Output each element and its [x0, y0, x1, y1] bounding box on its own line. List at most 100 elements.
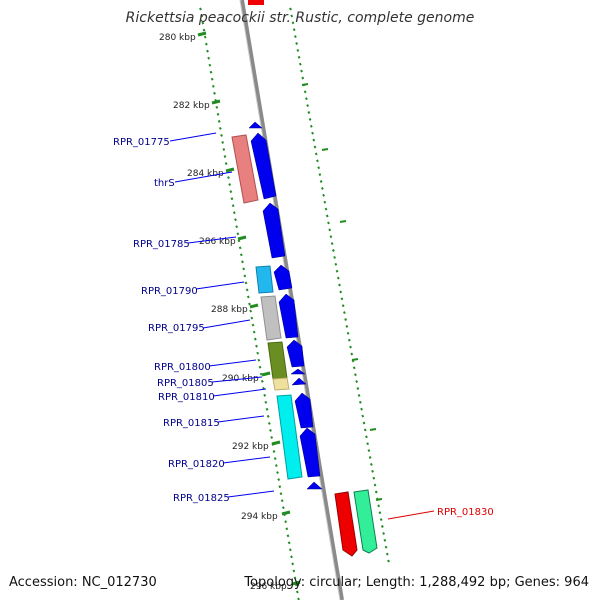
track-dot: [297, 55, 301, 59]
track-dot: [318, 173, 322, 177]
track-dot: [239, 253, 243, 257]
track-dot: [227, 176, 230, 180]
track-dot: [363, 428, 367, 432]
gene-label: thrS: [154, 178, 175, 189]
track-dot: [248, 302, 251, 306]
track-dot: [224, 162, 228, 165]
track-dot: [357, 393, 361, 397]
tick-mark: [281, 510, 291, 516]
track-dot: [292, 28, 296, 32]
track-dot: [274, 464, 278, 467]
track-dot: [273, 457, 277, 460]
track-dot: [236, 232, 240, 236]
tick-mark: [271, 440, 281, 446]
track-dot: [339, 290, 343, 294]
feature-rpr-01805: [272, 377, 290, 391]
track-dot: [287, 541, 291, 545]
track-dot: [251, 323, 255, 327]
forward-features: [248, 121, 323, 490]
track-dot: [329, 235, 333, 239]
track-dot: [222, 148, 226, 151]
track-dot: [341, 304, 345, 308]
tick-label: 282 kbp: [173, 101, 210, 111]
track-dot: [333, 255, 336, 259]
track-dot: [201, 21, 205, 25]
tick-label: 286 kbp: [199, 237, 236, 247]
track-dot: [306, 104, 310, 108]
track-dot: [319, 180, 323, 183]
track-dot: [270, 436, 274, 439]
track-dot: [316, 159, 319, 163]
gene-label: RPR_01815: [163, 418, 220, 429]
track-dot: [253, 337, 257, 341]
track-dot: [213, 91, 216, 95]
track-dot: [269, 428, 272, 432]
tick-label: 294 kbp: [241, 512, 278, 522]
track-dot: [258, 365, 262, 369]
tick-label: 284 kbp: [187, 169, 224, 179]
track-dot: [361, 414, 365, 418]
track-dot: [267, 421, 271, 425]
track-dot: [265, 407, 269, 411]
track-dot: [290, 14, 294, 18]
track-dot: [340, 297, 344, 301]
track-dot: [314, 152, 318, 156]
track-dot: [280, 499, 284, 503]
tick-mark: [211, 99, 221, 105]
track-dot: [259, 372, 263, 376]
track-dot: [360, 407, 363, 411]
cds-arrow: [248, 121, 263, 129]
track-dot: [294, 35, 297, 39]
track-dot: [369, 462, 373, 466]
cds-arrow: [291, 377, 307, 386]
track-dot: [338, 283, 341, 287]
track-dot: [216, 112, 220, 116]
cds-arrow: [286, 339, 305, 368]
track-dot: [209, 70, 213, 74]
track-dot: [334, 262, 338, 266]
track-dot: [281, 506, 285, 510]
track-dot: [276, 471, 279, 475]
track-dot: [238, 246, 242, 250]
track-dot: [292, 569, 296, 573]
track-dot: [307, 111, 311, 114]
tick-mark: [249, 303, 259, 309]
track-dot: [286, 534, 290, 538]
tick-mark: [197, 31, 207, 37]
feature-aquamarine: [353, 489, 378, 554]
track-dot: [232, 211, 236, 215]
cds-arrow: [250, 132, 277, 200]
track-dot: [230, 197, 234, 201]
cds-arrow: [294, 392, 314, 429]
track-dot: [367, 449, 371, 453]
track-dot: [255, 344, 258, 348]
track-dot: [358, 400, 362, 404]
track-dot: [200, 14, 204, 18]
track-dot: [272, 450, 276, 453]
track-dot: [244, 281, 248, 285]
track-dot: [350, 352, 354, 356]
track-dot: [308, 117, 312, 121]
track-dot: [246, 295, 250, 299]
track-dot: [264, 400, 268, 404]
tick-mark: [291, 580, 301, 586]
track-dot: [362, 421, 366, 425]
gene-label: RPR_01800: [154, 362, 211, 373]
track-dot: [303, 90, 307, 94]
track-dot: [331, 249, 335, 252]
track-dot: [373, 483, 377, 487]
track-dot: [383, 538, 387, 542]
track-dot: [284, 520, 288, 524]
track-dot: [305, 97, 308, 101]
track-dot: [328, 228, 332, 232]
track-dot: [335, 269, 339, 273]
dotted-tracks: [199, 7, 390, 600]
track-dot: [313, 145, 317, 149]
track-dot: [385, 552, 389, 556]
tick-mark: [237, 235, 247, 241]
track-dot: [324, 207, 328, 211]
feature-rpr-01775: [231, 134, 259, 204]
track-dot: [220, 133, 223, 137]
track-dot: [349, 345, 352, 349]
track-dot: [366, 442, 370, 446]
